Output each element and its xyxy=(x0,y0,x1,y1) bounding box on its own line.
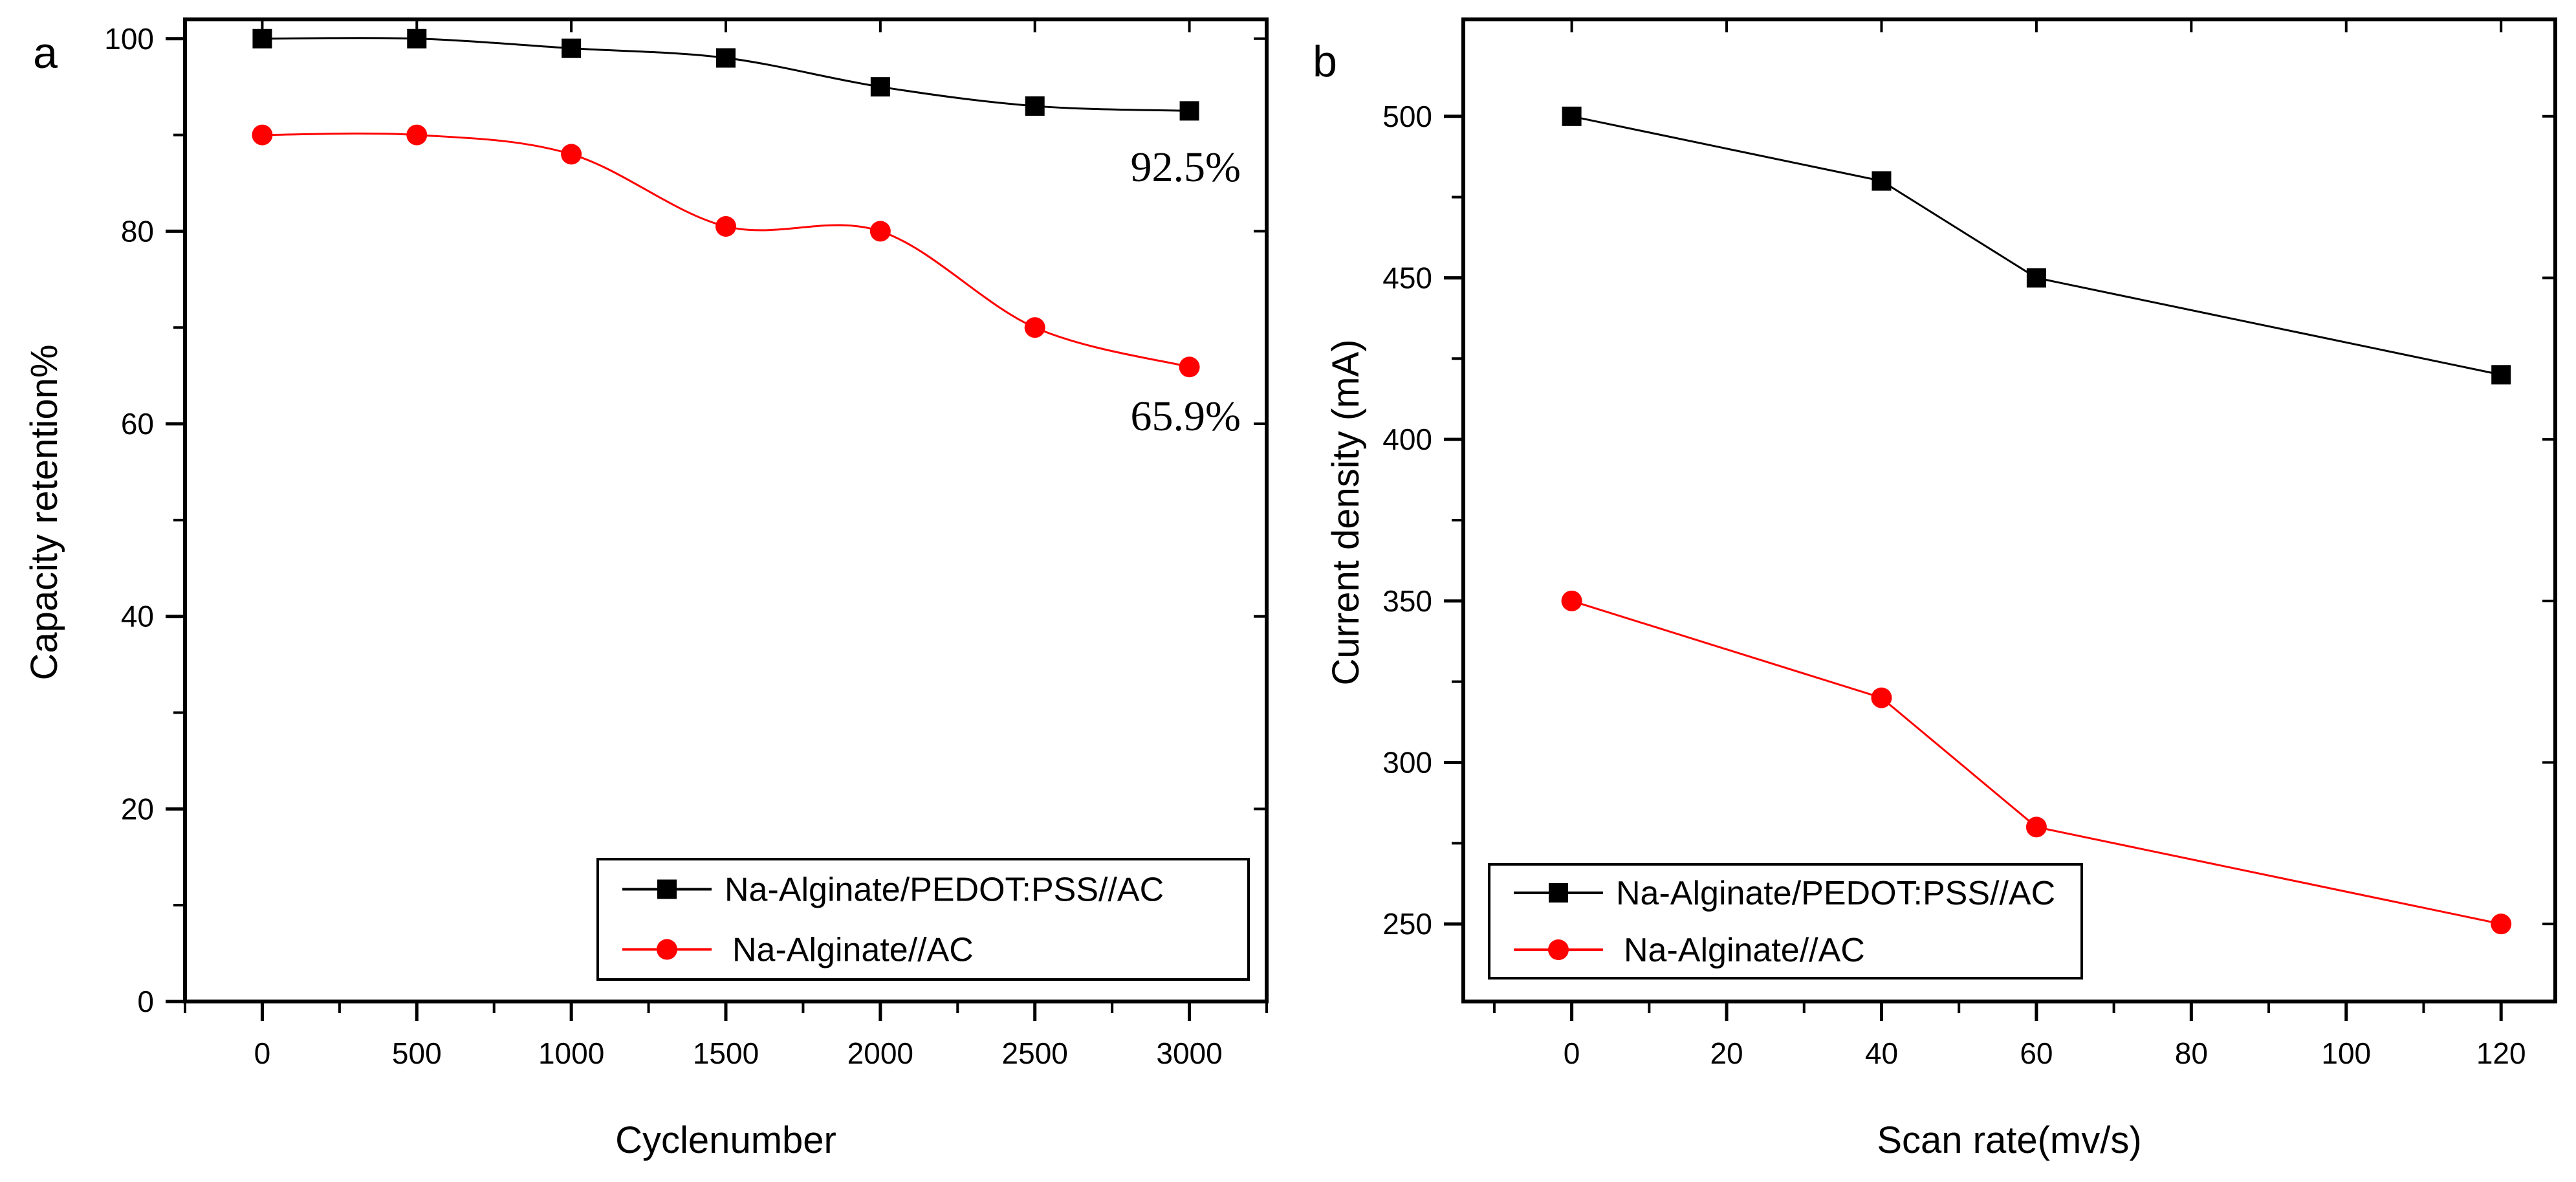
legend-marker-square xyxy=(1549,883,1568,903)
x-tick-label: 0 xyxy=(1564,1036,1580,1070)
data-point-circle xyxy=(1024,317,1045,338)
legend-box xyxy=(596,858,1250,981)
data-point-circle xyxy=(869,221,891,242)
data-point-circle xyxy=(561,144,582,165)
data-point-circle xyxy=(1561,590,1582,611)
x-tick-label: 120 xyxy=(2476,1036,2526,1070)
y-tick-label: 100 xyxy=(104,22,154,56)
x-axis-label: Scan rate(mv/s) xyxy=(1877,1119,2141,1161)
y-axis-label: Current density (mA) xyxy=(1325,339,1367,685)
chart-panel-b: 0 20 40 60 80 100 120 250 300 350 400 450 500 Scan ra… xyxy=(1313,17,2557,1161)
data-point-square xyxy=(1872,171,1892,191)
plot-frame xyxy=(1461,17,2557,1003)
legend-label: Na-Alginate/PEDOT:PSS//AC xyxy=(725,871,1164,909)
x-tick-label: 1000 xyxy=(538,1036,604,1070)
chart-panel-a: 0 500 1000 1500 2000 2500 3000 0 20 40 60 80 100 Cycl… xyxy=(23,17,1269,1161)
data-point-square xyxy=(407,28,427,49)
data-point-square xyxy=(2026,268,2046,288)
x-tick-label: 3000 xyxy=(1156,1036,1222,1070)
y-tick-label: 400 xyxy=(1382,422,1432,456)
data-point-circle xyxy=(406,124,428,146)
data-point-square xyxy=(252,28,272,49)
legend-label: Na-Alginate//AC xyxy=(1624,932,1865,969)
data-point-square xyxy=(716,48,736,68)
x-tick-label: 500 xyxy=(392,1036,442,1070)
y-tick-label: 350 xyxy=(1382,584,1432,618)
x-tick-label: 40 xyxy=(1865,1036,1898,1070)
x-tick-label: 100 xyxy=(2321,1036,2371,1070)
x-axis-label: Cyclenumber xyxy=(615,1119,836,1161)
series-1 xyxy=(252,28,1199,121)
y-tick-label: 20 xyxy=(121,792,154,826)
series-line xyxy=(1571,115,2502,376)
x-tick-label: 60 xyxy=(2020,1036,2053,1070)
x-tick-label: 80 xyxy=(2175,1036,2208,1070)
series-2 xyxy=(252,124,1200,378)
y-tick-label: 250 xyxy=(1382,907,1432,941)
data-point-square xyxy=(2491,365,2511,385)
data-point-square xyxy=(1562,106,1582,126)
legend-marker-square xyxy=(657,879,677,899)
legend: Na-Alginate/PEDOT:PSS//AC Na-Alginate//AC xyxy=(596,858,1250,981)
legend-label: Na-Alginate/PEDOT:PSS//AC xyxy=(1616,875,2055,912)
value-annotation: 65.9% xyxy=(1131,393,1241,440)
y-tick-label: 60 xyxy=(121,407,154,441)
x-tick-label: 0 xyxy=(254,1036,271,1070)
series-1 xyxy=(1562,106,2511,385)
data-point-circle xyxy=(715,215,736,237)
data-point-circle xyxy=(2491,914,2512,935)
legend-label: Na-Alginate//AC xyxy=(732,932,974,969)
data-point-square xyxy=(562,38,582,58)
legend-box xyxy=(1488,863,2083,980)
y-axis-label: Capacity retention% xyxy=(23,344,65,680)
panel-label: a xyxy=(33,28,58,78)
value-annotation: 92.5% xyxy=(1131,144,1241,191)
data-point-square xyxy=(870,77,890,97)
data-point-square xyxy=(1179,101,1199,121)
x-tick-label: 2500 xyxy=(1002,1036,1068,1070)
data-point-circle xyxy=(1871,687,1892,708)
series-line xyxy=(262,132,1190,368)
legend: Na-Alginate/PEDOT:PSS//AC Na-Alginate//AC xyxy=(1488,863,2083,980)
data-point-square xyxy=(1025,96,1045,116)
y-tick-label: 450 xyxy=(1382,261,1432,294)
y-tick-label: 500 xyxy=(1382,100,1432,133)
series-line xyxy=(1571,600,2502,925)
x-tick-label: 20 xyxy=(1710,1036,1743,1070)
data-point-circle xyxy=(2025,816,2047,838)
x-tick-label: 1500 xyxy=(693,1036,759,1070)
legend-marker-circle xyxy=(1548,939,1569,960)
data-point-circle xyxy=(1179,356,1200,378)
series-2 xyxy=(1561,590,2512,935)
plot-frame xyxy=(183,17,1269,1003)
y-tick-label: 300 xyxy=(1382,745,1432,779)
data-point-circle xyxy=(252,124,273,146)
y-tick-label: 80 xyxy=(121,214,154,248)
y-tick-label: 0 xyxy=(137,985,154,1018)
y-tick-label: 40 xyxy=(121,600,154,633)
panel-label: b xyxy=(1313,37,1337,86)
legend-marker-circle xyxy=(657,939,677,960)
x-tick-label: 2000 xyxy=(847,1036,913,1070)
